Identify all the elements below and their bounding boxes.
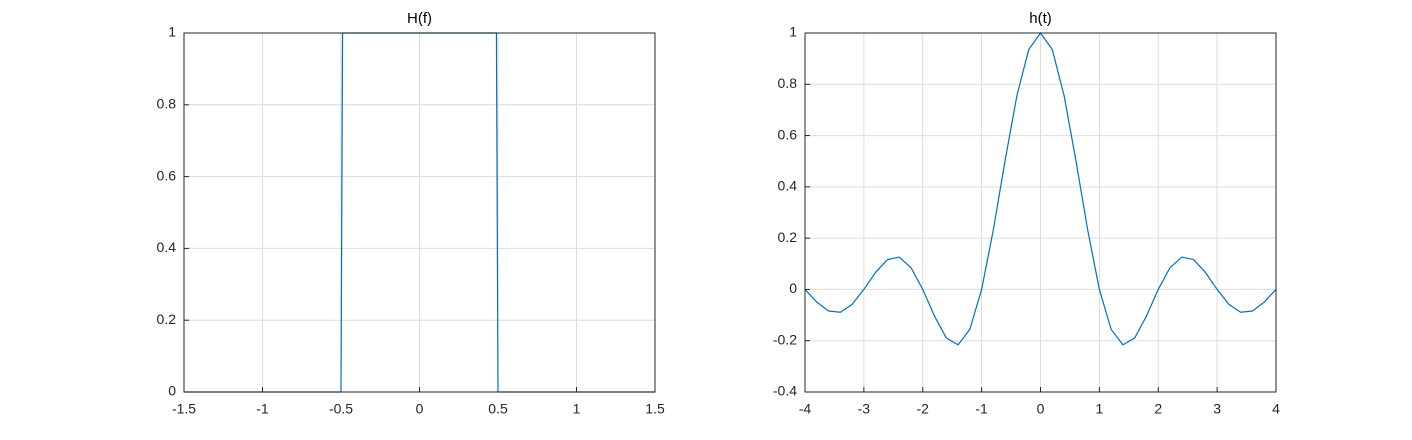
y-tick-label: 1 — [789, 24, 797, 40]
y-tick-label: 0.2 — [157, 311, 177, 327]
y-tick-label: 0.4 — [778, 178, 798, 194]
axes-box — [183, 32, 656, 393]
y-tick-label: 0.8 — [778, 75, 798, 91]
y-tick-label: 1 — [168, 24, 176, 40]
x-tick-label: -2 — [917, 401, 930, 417]
y-tick-label: 0 — [168, 383, 176, 399]
x-tick-label: -1 — [975, 401, 988, 417]
x-tick-label: -3 — [858, 401, 871, 417]
y-tick-label: 0 — [789, 280, 797, 296]
y-tick-label: -0.2 — [773, 331, 797, 347]
y-tick-label: 0.6 — [157, 167, 177, 183]
x-tick-label: -1 — [256, 401, 269, 417]
x-tick-label: 3 — [1213, 401, 1221, 417]
y-tick-label: 0.6 — [778, 126, 798, 142]
x-tick-label: 0 — [416, 401, 424, 417]
axes-box — [804, 32, 1277, 393]
x-tick-label: 1.5 — [645, 401, 665, 417]
y-tick-label: 0.4 — [157, 239, 177, 255]
x-tick-label: 2 — [1154, 401, 1162, 417]
x-tick-label: 1 — [1095, 401, 1103, 417]
y-tick-label: -0.4 — [773, 383, 797, 399]
x-tick-label: 0 — [1037, 401, 1045, 417]
y-tick-label: 0.2 — [778, 229, 798, 245]
x-tick-label: -1.5 — [172, 401, 196, 417]
x-tick-label: -0.5 — [329, 401, 353, 417]
chart-title: h(t) — [1029, 10, 1052, 27]
chart-title: H(f) — [407, 10, 432, 27]
y-tick-label: 0.8 — [157, 96, 177, 112]
x-tick-label: 0.5 — [488, 401, 508, 417]
x-tick-label: -4 — [799, 401, 812, 417]
x-tick-label: 4 — [1272, 401, 1280, 417]
x-tick-label: 1 — [573, 401, 581, 417]
